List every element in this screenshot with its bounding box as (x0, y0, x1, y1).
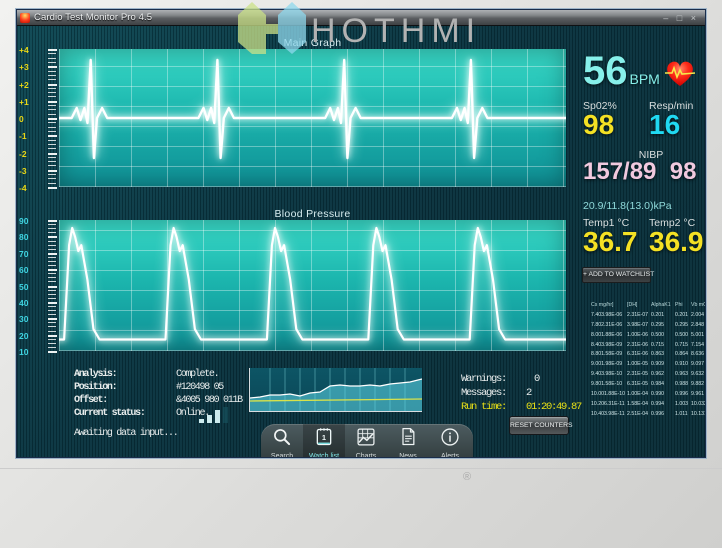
svg-text:1: 1 (322, 433, 326, 442)
